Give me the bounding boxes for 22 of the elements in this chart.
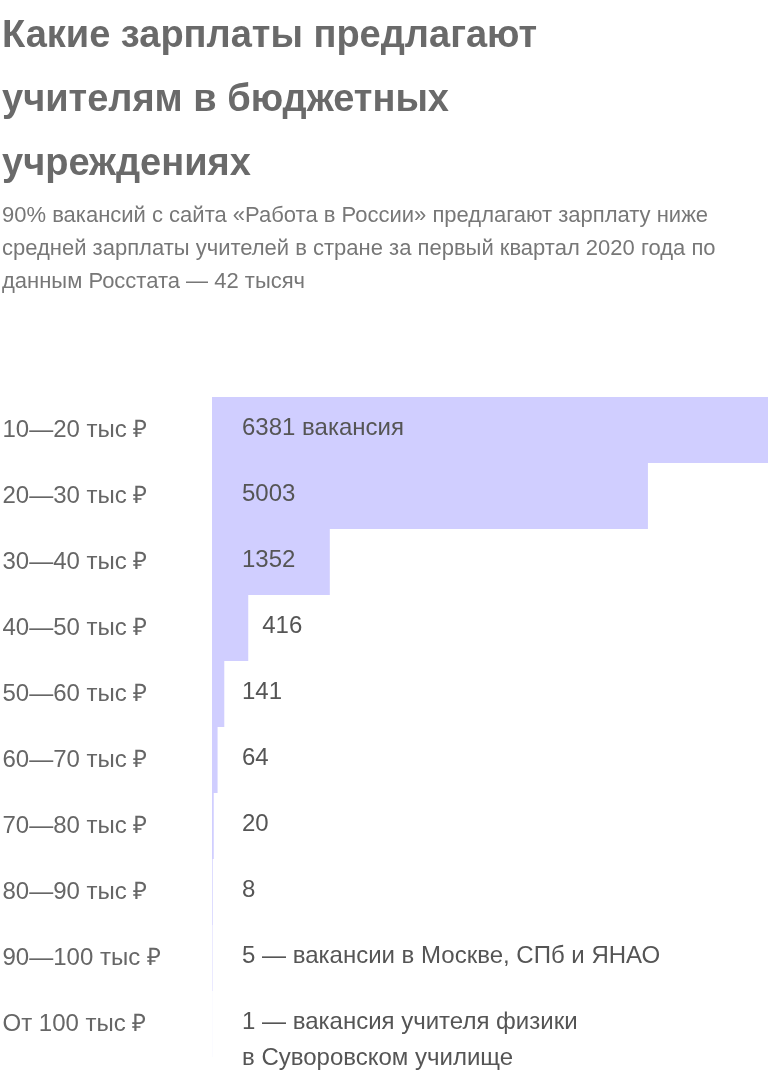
data-label: 5 — вакансии в Москве, СПб и ЯНАО — [242, 941, 661, 968]
chart-title: Какие зарплаты предлагают учителям в бюджетных учреждениях — [2, 12, 539, 185]
y-tick-label: 60—70 тыс ₽ — [2, 745, 148, 772]
y-tick-label: 80—90 тыс ₽ — [2, 877, 148, 904]
y-tick-label: 20—30 тыс ₽ — [2, 481, 148, 508]
y-tick-label: 10—20 тыс ₽ — [2, 415, 148, 442]
y-tick-label: 30—40 тыс ₽ — [2, 547, 148, 574]
chart-subtitle: 90% вакансий с сайта «Работа в России» предлагают зарплату ниже средней зарплаты учителей в стране за первый квартал 2020 года по данным Росстата — 42 тысяч — [2, 201, 717, 295]
data-label: 1352 — [242, 545, 296, 572]
data-label: 1 — вакансия учителя физики в Суворовском училище — [242, 1007, 578, 1070]
y-tick-label: От 100 тыс ₽ — [2, 1009, 147, 1036]
y-tick-label: 70—80 тыс ₽ — [2, 811, 148, 838]
y-tick-label: 40—50 тыс ₽ — [2, 613, 148, 640]
y-tick-label: 90—100 тыс ₽ — [2, 943, 161, 970]
data-label: 8 — [242, 875, 256, 902]
data-label: 6381 вакансия — [242, 413, 404, 440]
data-label: 416 — [262, 611, 303, 638]
y-tick-label: 50—60 тыс ₽ — [2, 679, 148, 706]
data-label: 64 — [242, 743, 269, 770]
data-label: 5003 — [242, 479, 296, 506]
data-label: 141 — [242, 677, 283, 704]
data-label: 20 — [242, 809, 269, 836]
